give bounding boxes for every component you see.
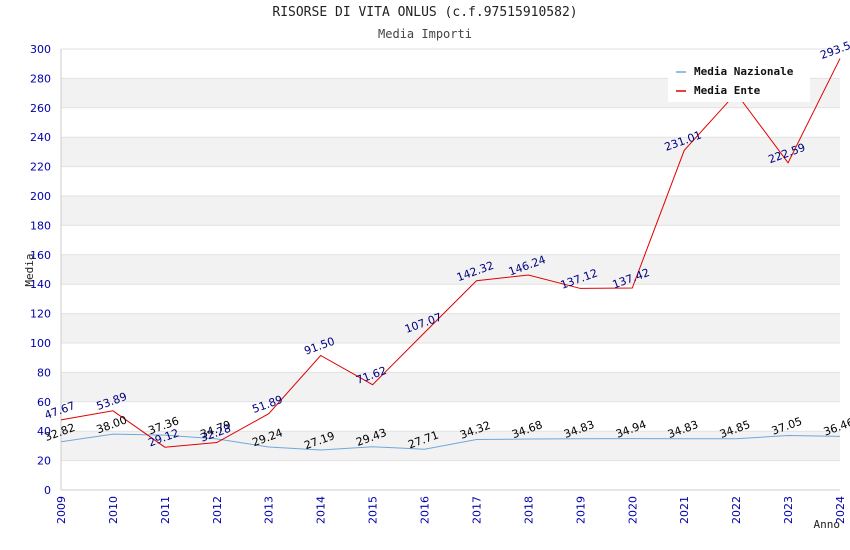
y-tick-label: 300 bbox=[30, 43, 51, 56]
y-tick-label: 160 bbox=[30, 249, 51, 262]
grid-band bbox=[61, 431, 840, 461]
legend: Media Nazionale Media Ente bbox=[668, 60, 810, 102]
chart-subtitle: Media Importi bbox=[378, 27, 472, 41]
x-tick-label: 2019 bbox=[574, 496, 587, 524]
y-axis-label: Media bbox=[23, 253, 36, 286]
x-tick-label: 2021 bbox=[678, 496, 691, 524]
grid-band bbox=[61, 137, 840, 167]
x-tick-label: 2016 bbox=[419, 496, 432, 524]
y-tick-label: 240 bbox=[30, 131, 51, 144]
grid-band bbox=[61, 196, 840, 226]
x-tick-label: 2023 bbox=[782, 496, 795, 524]
grid-band bbox=[61, 254, 840, 285]
legend-box bbox=[668, 60, 810, 102]
x-tick-label: 2020 bbox=[626, 496, 639, 524]
legend-label-media-nazionale: Media Nazionale bbox=[694, 65, 794, 78]
series-line-media-ente bbox=[60, 58, 841, 448]
y-tick-label: 20 bbox=[37, 455, 51, 468]
grid-band bbox=[61, 372, 840, 402]
y-tick-label: 140 bbox=[30, 278, 51, 291]
y-tick-label: 120 bbox=[30, 308, 51, 321]
x-tick-label: 2014 bbox=[315, 496, 328, 524]
y-tick-label: 200 bbox=[30, 190, 51, 203]
x-tick-label: 2015 bbox=[367, 496, 380, 524]
legend-label-media-ente: Media Ente bbox=[694, 84, 761, 97]
x-tick-label: 2010 bbox=[107, 496, 120, 524]
y-tick-label: 180 bbox=[30, 219, 51, 232]
x-tick-label: 2022 bbox=[730, 496, 743, 524]
series-line-media-nazionale bbox=[60, 433, 841, 451]
y-tick-label: 220 bbox=[30, 161, 51, 174]
x-tick-label: 2013 bbox=[263, 496, 276, 524]
x-axis-label: Anno bbox=[814, 518, 841, 531]
x-tick-label: 2017 bbox=[470, 496, 483, 524]
y-tick-label: 40 bbox=[37, 425, 51, 438]
y-tick-label: 100 bbox=[30, 337, 51, 350]
y-tick-label: 80 bbox=[37, 366, 51, 379]
data-label: 293.50 bbox=[818, 37, 850, 62]
x-tick-label: 2024 bbox=[834, 496, 847, 524]
grid-band bbox=[61, 313, 840, 343]
x-tick-label: 2011 bbox=[159, 496, 172, 524]
x-tick-label: 2009 bbox=[55, 496, 68, 524]
y-tick-label: 260 bbox=[30, 102, 51, 115]
y-tick-label: 280 bbox=[30, 72, 51, 85]
y-tick-label: 0 bbox=[44, 484, 51, 497]
chart-title: RISORSE DI VITA ONLUS (c.f.97515910582) bbox=[272, 5, 578, 20]
y-tick-label: 60 bbox=[37, 396, 51, 409]
x-tick-label: 2018 bbox=[522, 496, 535, 524]
x-tick-label: 2012 bbox=[211, 496, 224, 524]
